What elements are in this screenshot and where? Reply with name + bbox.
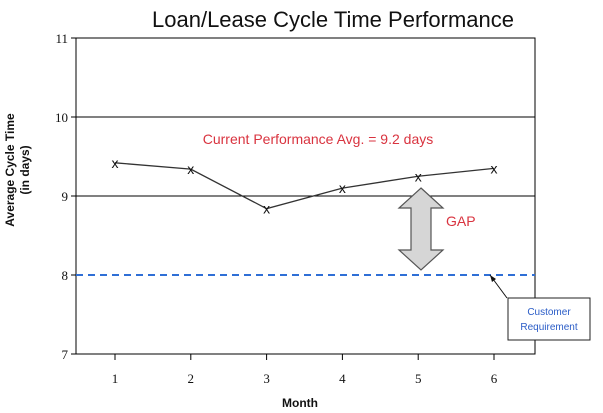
- y-tick-label: 9: [62, 189, 69, 204]
- chart-title: Loan/Lease Cycle Time Performance: [152, 7, 514, 32]
- x-tick-label: 3: [263, 371, 270, 386]
- gap-arrow: [397, 187, 445, 271]
- x-tick-label: 6: [491, 371, 498, 386]
- y-axis-ticks: 7 8 9 10 11: [55, 31, 76, 362]
- data-markers: x x x x x x: [112, 155, 498, 217]
- data-point-marker: x: [339, 180, 346, 196]
- y-tick-label: 10: [55, 110, 68, 125]
- callout-text-line1: Customer: [527, 307, 571, 318]
- y-tick-label: 11: [55, 31, 68, 46]
- x-axis-ticks: 1 2 3 4 5 6: [112, 354, 498, 386]
- series-line: [114, 162, 495, 210]
- x-tick-label: 1: [112, 371, 119, 386]
- y-tick-label: 8: [62, 268, 69, 283]
- current-performance-annotation: Current Performance Avg. = 9.2 days: [203, 131, 433, 147]
- callout-text-line2: Requirement: [520, 322, 577, 333]
- x-tick-label: 4: [339, 371, 346, 386]
- gap-label: GAP: [446, 213, 476, 229]
- customer-requirement-callout: [507, 297, 591, 341]
- data-point-marker: x: [415, 168, 422, 184]
- y-axis-label-line2: (in days): [18, 145, 32, 194]
- gridlines: [76, 116, 535, 197]
- callout-arrowhead: [490, 275, 496, 282]
- data-point-marker: x: [491, 160, 498, 176]
- x-tick-label: 2: [188, 371, 195, 386]
- x-axis-label: Month: [282, 396, 318, 410]
- data-point-marker: x: [112, 155, 119, 171]
- x-tick-label: 5: [415, 371, 422, 386]
- data-point-marker: x: [263, 201, 270, 217]
- y-tick-label: 7: [62, 347, 69, 362]
- y-axis-label-line1: Average Cycle Time: [3, 113, 17, 227]
- data-point-marker: x: [187, 161, 194, 177]
